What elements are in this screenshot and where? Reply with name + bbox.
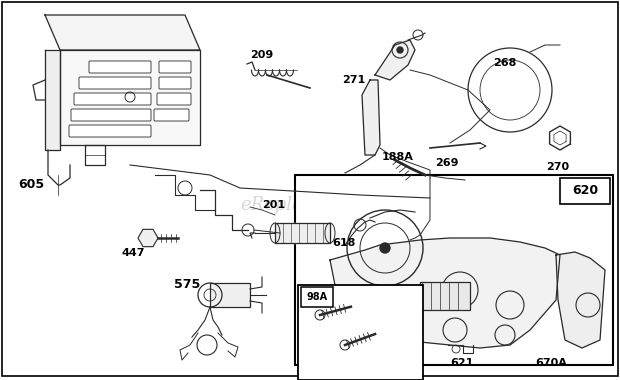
Polygon shape <box>362 80 380 155</box>
Polygon shape <box>556 252 605 348</box>
FancyBboxPatch shape <box>71 109 151 121</box>
Text: 270: 270 <box>546 162 569 172</box>
Text: 271: 271 <box>342 75 365 85</box>
Text: 209: 209 <box>250 50 273 60</box>
Text: eReplacementParts.com: eReplacementParts.com <box>240 196 461 214</box>
Circle shape <box>380 243 390 253</box>
Text: 188A: 188A <box>382 152 414 162</box>
Text: 269: 269 <box>435 158 459 168</box>
Text: 268: 268 <box>493 58 516 68</box>
Text: 605: 605 <box>18 178 44 191</box>
FancyBboxPatch shape <box>69 125 151 137</box>
Text: 98A: 98A <box>306 292 327 302</box>
Polygon shape <box>330 238 560 348</box>
Text: 620: 620 <box>572 185 598 198</box>
Polygon shape <box>45 50 60 150</box>
Text: 618: 618 <box>332 238 355 248</box>
Bar <box>298 285 423 380</box>
FancyBboxPatch shape <box>159 61 191 73</box>
FancyBboxPatch shape <box>157 93 191 105</box>
Text: 621: 621 <box>450 358 474 368</box>
FancyBboxPatch shape <box>154 109 189 121</box>
Bar <box>210 283 250 307</box>
FancyBboxPatch shape <box>89 61 151 73</box>
Text: 575: 575 <box>174 278 200 291</box>
Polygon shape <box>375 40 415 80</box>
Polygon shape <box>138 230 158 247</box>
Polygon shape <box>45 15 200 50</box>
Bar <box>301 287 333 307</box>
Bar <box>295 175 613 365</box>
Polygon shape <box>60 50 200 145</box>
Text: 670A: 670A <box>535 358 567 368</box>
Polygon shape <box>275 223 330 243</box>
Text: 201: 201 <box>262 200 285 210</box>
Bar <box>420 282 470 310</box>
FancyBboxPatch shape <box>79 77 151 89</box>
FancyBboxPatch shape <box>159 77 191 89</box>
Bar <box>560 178 610 204</box>
FancyBboxPatch shape <box>74 93 151 105</box>
Text: 447: 447 <box>122 248 146 258</box>
Circle shape <box>397 47 403 53</box>
